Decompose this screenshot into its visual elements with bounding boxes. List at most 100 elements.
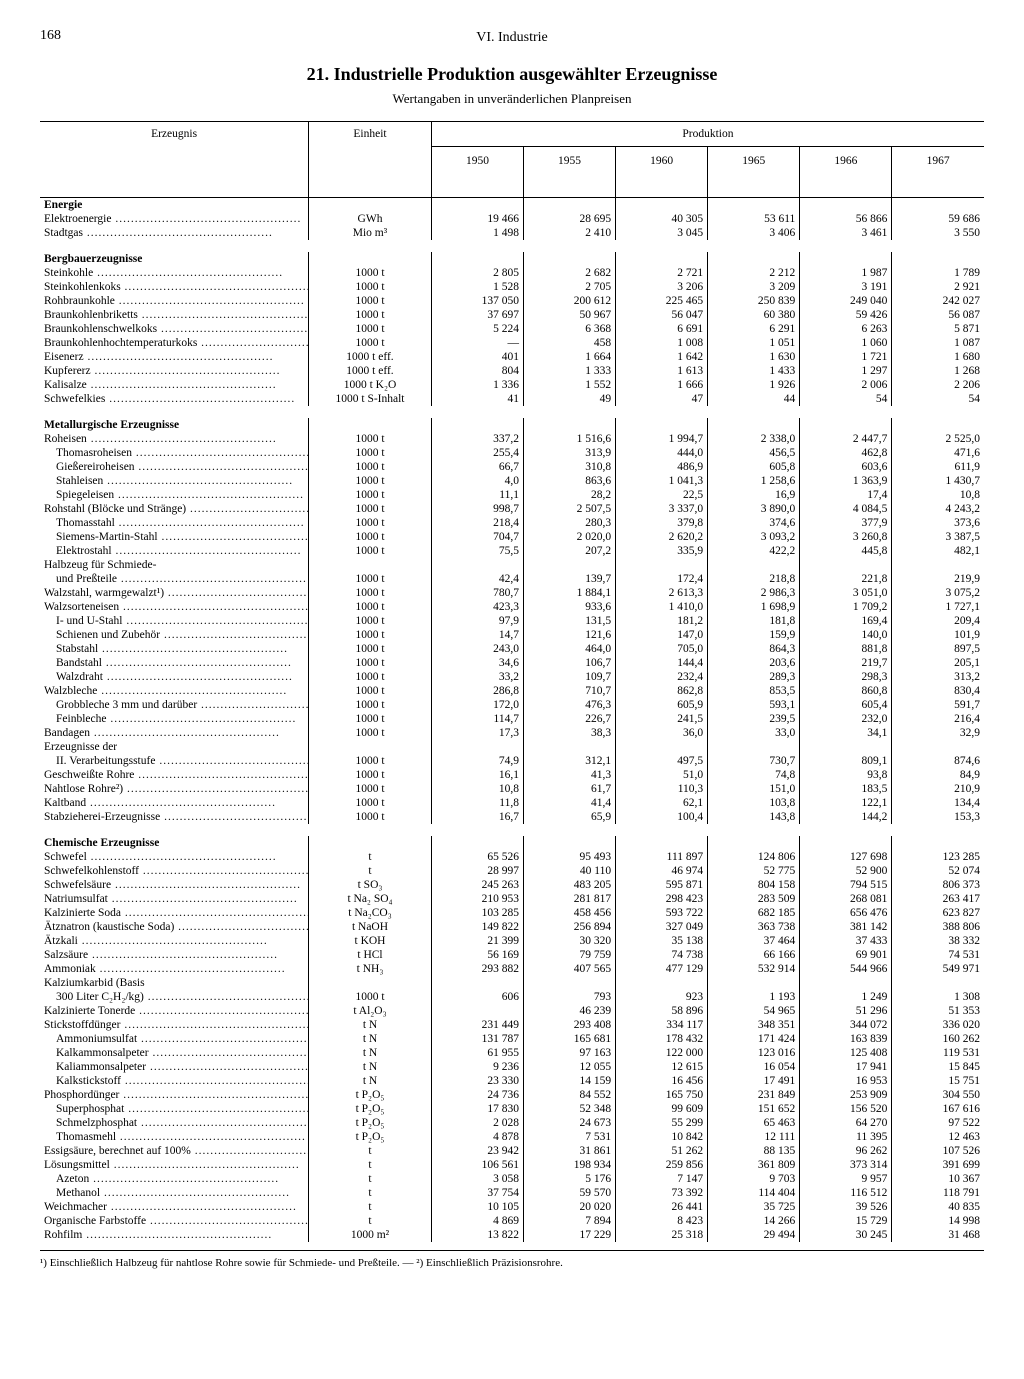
row-unit: t NaOH	[309, 920, 432, 934]
cell-value: 497,5	[616, 754, 708, 768]
row-label: Steinkohlenkoks	[40, 280, 309, 294]
cell-value: 476,3	[523, 698, 615, 712]
row-label: Stadtgas	[40, 226, 309, 240]
cell-value: 51 296	[800, 1004, 892, 1018]
cell-value: 163 839	[800, 1032, 892, 1046]
row-label: Stickstoffdünger	[40, 1018, 309, 1032]
row-unit: 1000 t	[309, 782, 432, 796]
row-unit: 1000 t eff.	[309, 364, 432, 378]
cell-value: 2 682	[523, 266, 615, 280]
row-unit: t	[309, 850, 432, 864]
row-label: Geschweißte Rohre	[40, 768, 309, 782]
cell-value: 14 159	[523, 1074, 615, 1088]
cell-value: 69 901	[800, 948, 892, 962]
row-unit: t	[309, 1214, 432, 1228]
th-year: 1966	[800, 147, 892, 198]
cell-value: 38,3	[523, 726, 615, 740]
cell-value: 423,3	[431, 600, 523, 614]
row-unit: t N	[309, 1046, 432, 1060]
row-label: Schwefelkohlenstoff	[40, 864, 309, 878]
cell-value: 123 285	[892, 850, 984, 864]
cell-value: 250 839	[708, 294, 800, 308]
cell-value	[800, 740, 892, 754]
cell-value: 218,8	[708, 572, 800, 586]
cell-value: 860,8	[800, 684, 892, 698]
cell-value: 16 953	[800, 1074, 892, 1088]
cell-value: 293 882	[431, 962, 523, 976]
cell-value: 149 822	[431, 920, 523, 934]
cell-value: 1 498	[431, 226, 523, 240]
cell-value: 682 185	[708, 906, 800, 920]
cell-value: 4 243,2	[892, 502, 984, 516]
cell-value: 2 006	[800, 378, 892, 392]
cell-value: 218,4	[431, 516, 523, 530]
cell-value: 1 727,1	[892, 600, 984, 614]
cell-value: 486,9	[616, 460, 708, 474]
row-unit: 1000 t	[309, 642, 432, 656]
cell-value: 52 074	[892, 864, 984, 878]
cell-value: 140,0	[800, 628, 892, 642]
cell-value: 1 087	[892, 336, 984, 350]
cell-value: 298,3	[800, 670, 892, 684]
cell-value: 30 245	[800, 1228, 892, 1242]
cell-value: 54 965	[708, 1004, 800, 1018]
cell-value: 605,8	[708, 460, 800, 474]
cell-value: 25 318	[616, 1228, 708, 1242]
cell-value: 256 894	[523, 920, 615, 934]
cell-value: 3 406	[708, 226, 800, 240]
row-label: Braunkohlenhochtemperaturkoks	[40, 336, 309, 350]
cell-value: 131 787	[431, 1032, 523, 1046]
cell-value: 165 681	[523, 1032, 615, 1046]
cell-value: 99 609	[616, 1102, 708, 1116]
cell-value: 242 027	[892, 294, 984, 308]
cell-value: 1 336	[431, 378, 523, 392]
row-label: Roheisen	[40, 432, 309, 446]
cell-value: 4 084,5	[800, 502, 892, 516]
cell-value: 23 942	[431, 1144, 523, 1158]
cell-value: 88 135	[708, 1144, 800, 1158]
cell-value: 780,7	[431, 586, 523, 600]
row-label: Salzsäure	[40, 948, 309, 962]
row-unit: t Na₂ SO₄	[309, 892, 432, 906]
row-unit: 1000 t	[309, 768, 432, 782]
cell-value: 35 138	[616, 934, 708, 948]
row-unit: 1000 t	[309, 614, 432, 628]
cell-value: 1 789	[892, 266, 984, 280]
cell-value: 1 994,7	[616, 432, 708, 446]
cell-value: 29 494	[708, 1228, 800, 1242]
cell-value: —	[431, 336, 523, 350]
cell-value: 54	[892, 392, 984, 406]
cell-value: 17 229	[523, 1228, 615, 1242]
cell-value: 255,4	[431, 446, 523, 460]
cell-value: 47	[616, 392, 708, 406]
cell-value: 156 520	[800, 1102, 892, 1116]
cell-value: 3 191	[800, 280, 892, 294]
cell-value: 56 047	[616, 308, 708, 322]
cell-value: 103,8	[708, 796, 800, 810]
cell-value: 73 392	[616, 1186, 708, 1200]
cell-value: 207,2	[523, 544, 615, 558]
cell-value: 74,9	[431, 754, 523, 768]
cell-value: 109,7	[523, 670, 615, 684]
cell-value: 1 051	[708, 336, 800, 350]
cell-value: 153,3	[892, 810, 984, 824]
cell-value: 863,6	[523, 474, 615, 488]
cell-value: 75,5	[431, 544, 523, 558]
cell-value: 172,4	[616, 572, 708, 586]
cell-value: 16,9	[708, 488, 800, 502]
row-label: Kalisalze	[40, 378, 309, 392]
row-unit: t Al₂O₃	[309, 1004, 432, 1018]
row-label: Kalziumkarbid (Basis	[40, 976, 309, 990]
cell-value: 605,4	[800, 698, 892, 712]
cell-value: 471,6	[892, 446, 984, 460]
cell-value: 34,1	[800, 726, 892, 740]
cell-value	[708, 740, 800, 754]
cell-value	[431, 740, 523, 754]
chapter-heading: VI. Industrie	[40, 30, 984, 46]
cell-value: 9 703	[708, 1172, 800, 1186]
cell-value: 1 613	[616, 364, 708, 378]
cell-value: 32,9	[892, 726, 984, 740]
cell-value: 54	[800, 392, 892, 406]
cell-value: 289,3	[708, 670, 800, 684]
row-unit: t N	[309, 1018, 432, 1032]
